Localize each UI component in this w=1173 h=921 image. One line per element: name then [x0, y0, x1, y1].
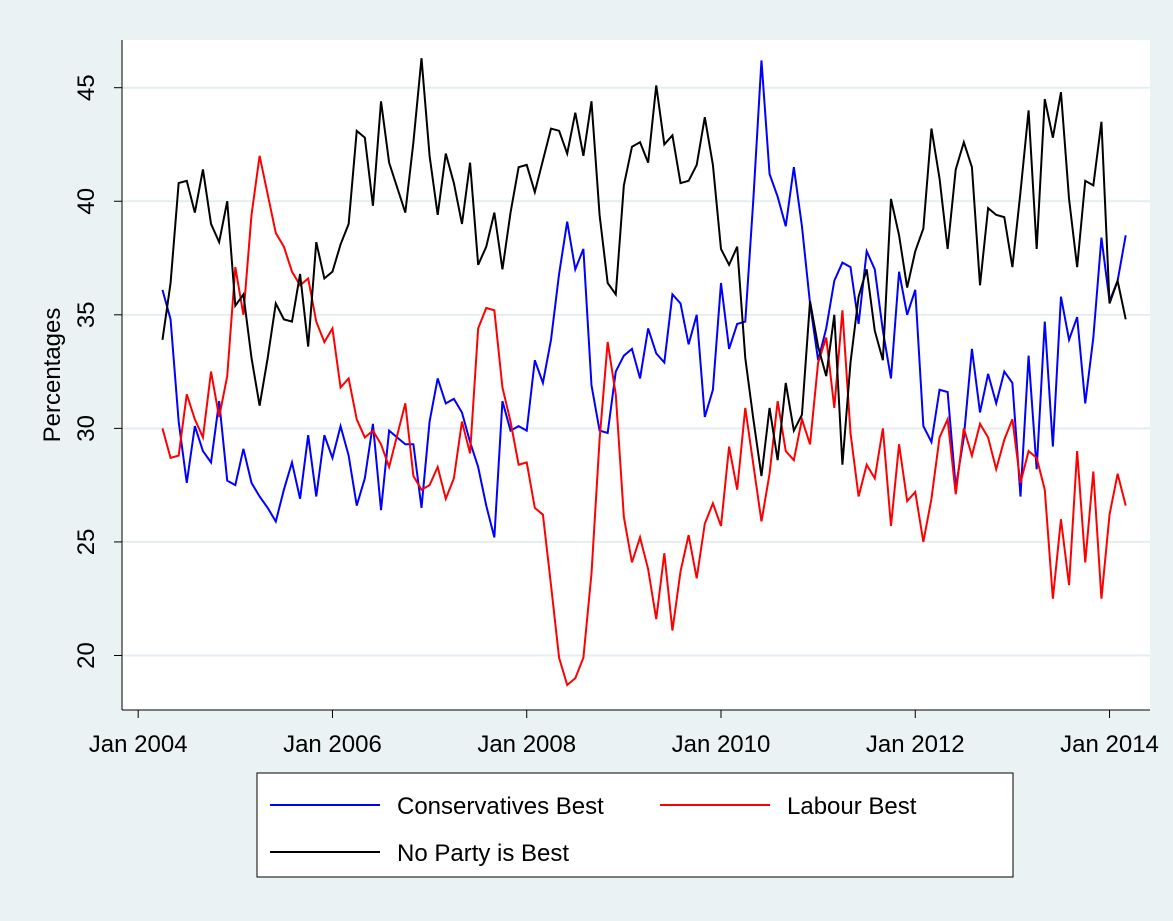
plot-area: [122, 40, 1150, 710]
y-tick-label: 20: [73, 642, 100, 669]
legend: [256, 772, 1014, 878]
x-tick-label: Jan 2010: [672, 731, 771, 758]
y-tick-label: 45: [73, 74, 100, 101]
series-line: [161, 155, 1127, 687]
series-line: [161, 60, 1127, 538]
series-line: [161, 58, 1127, 477]
legend-label: Conservatives Best: [397, 793, 604, 820]
legend-label: Labour Best: [787, 793, 917, 820]
y-tick-label: 40: [73, 188, 100, 215]
y-axis-label: Percentages: [39, 308, 66, 443]
x-tick-label: Jan 2004: [89, 731, 188, 758]
y-tick-label: 25: [73, 529, 100, 556]
y-tick-label: 30: [73, 415, 100, 442]
x-tick-label: Jan 2012: [866, 731, 965, 758]
legend-label: No Party is Best: [397, 840, 569, 867]
x-tick-label: Jan 2008: [477, 731, 576, 758]
x-tick-label: Jan 2006: [283, 731, 382, 758]
y-tick-label: 35: [73, 301, 100, 328]
x-tick-label: Jan 2014: [1060, 731, 1159, 758]
